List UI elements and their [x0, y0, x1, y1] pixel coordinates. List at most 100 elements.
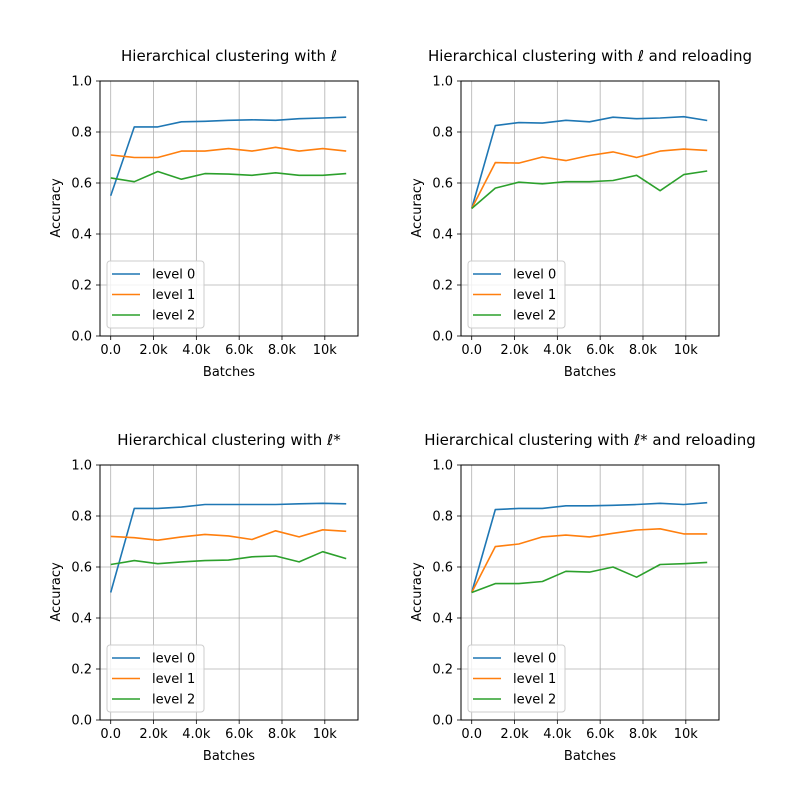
y-tick-label: 0.8	[71, 126, 92, 141]
y-tick-label: 0.0	[71, 714, 92, 729]
series-line-level-1	[470, 527, 708, 593]
subplot-title: Hierarchical clustering with ℓ	[121, 47, 337, 65]
series-line-level-2	[110, 550, 347, 566]
x-axis-label: Batches	[564, 365, 616, 380]
series-line-level-0	[470, 501, 708, 593]
series-line-level-2	[471, 561, 708, 594]
y-tick-label: 1.0	[432, 459, 453, 474]
subplot-top-right: Hierarchical clustering with ℓ and reloa…	[410, 47, 752, 380]
y-tick-label: 0.0	[432, 714, 453, 729]
legend-label: level 2	[152, 309, 195, 324]
x-tick-label: 6.0k	[225, 727, 254, 742]
x-tick-label: 6.0k	[586, 727, 615, 742]
legend-label: level 0	[152, 268, 195, 283]
legend: level 0 level 1 level 2	[106, 260, 205, 329]
legend-label: level 0	[152, 652, 195, 667]
x-tick-label: 2.0k	[500, 343, 529, 358]
legend-label: level 2	[152, 693, 195, 708]
subplot-title: Hierarchical clustering with ℓ* and relo…	[424, 431, 756, 449]
y-tick-label: 0.2	[71, 279, 92, 294]
axes-frame	[460, 80, 720, 337]
series-line-level-2	[471, 170, 708, 210]
y-tick-label: 0.0	[71, 330, 92, 345]
y-tick-label: 0.6	[71, 561, 92, 576]
x-tick-label: 0.0	[461, 727, 482, 742]
legend-label: level 1	[152, 288, 195, 303]
x-axis-label: Batches	[203, 749, 255, 764]
x-axis-label: Batches	[564, 749, 616, 764]
x-tick-label: 8.0k	[629, 343, 658, 358]
y-tick-label: 0.4	[432, 612, 453, 627]
x-tick-label: 8.0k	[629, 727, 658, 742]
y-tick-label: 1.0	[71, 459, 92, 474]
series-line-level-1	[470, 148, 708, 209]
legend: level 0 level 1 level 2	[467, 260, 566, 329]
x-tick-label: 10k	[313, 727, 338, 742]
series-line-level-1	[110, 146, 347, 159]
axes-frame	[99, 80, 359, 337]
x-tick-label: 10k	[313, 343, 338, 358]
x-tick-label: 4.0k	[182, 727, 211, 742]
legend: level 0 level 1 level 2	[106, 644, 205, 713]
x-tick-label: 4.0k	[543, 727, 572, 742]
legend-frame	[467, 644, 566, 713]
legend-frame	[106, 644, 205, 713]
subplot-top-left: Hierarchical clustering with ℓ Batches A…	[49, 47, 359, 380]
series-line-level-0	[109, 116, 347, 197]
y-axis-label: Accuracy	[49, 562, 64, 622]
x-tick-label: 6.0k	[225, 343, 254, 358]
y-axis-label: Accuracy	[410, 178, 425, 238]
legend-label: level 0	[513, 652, 556, 667]
y-tick-label: 0.2	[71, 663, 92, 678]
y-axis-label: Accuracy	[49, 178, 64, 238]
x-tick-label: 2.0k	[139, 727, 168, 742]
series-line-level-2	[110, 170, 347, 183]
y-tick-label: 0.4	[71, 612, 92, 627]
x-tick-label: 2.0k	[139, 343, 168, 358]
y-tick-label: 0.8	[71, 510, 92, 525]
y-tick-label: 0.0	[432, 330, 453, 345]
x-tick-label: 6.0k	[586, 343, 615, 358]
y-tick-label: 1.0	[432, 75, 453, 90]
y-tick-label: 0.6	[432, 561, 453, 576]
x-tick-label: 4.0k	[543, 343, 572, 358]
y-tick-label: 0.8	[432, 126, 453, 141]
x-tick-label: 2.0k	[500, 727, 529, 742]
x-tick-label: 0.0	[461, 343, 482, 358]
x-tick-label: 10k	[674, 727, 699, 742]
legend-label: level 1	[513, 288, 556, 303]
x-tick-label: 0.0	[100, 343, 121, 358]
y-tick-label: 0.4	[432, 228, 453, 243]
x-tick-label: 0.0	[100, 727, 121, 742]
legend-frame	[467, 260, 566, 329]
series-line-level-0	[470, 115, 708, 209]
series-line-level-0	[109, 502, 347, 593]
legend: level 0 level 1 level 2	[467, 644, 566, 713]
x-tick-label: 8.0k	[268, 727, 297, 742]
legend-frame	[106, 260, 205, 329]
subplot-title: Hierarchical clustering with ℓ*	[117, 431, 341, 449]
series-line-level-1	[110, 528, 347, 542]
x-axis-label: Batches	[203, 365, 255, 380]
subplot-bottom-right: Hierarchical clustering with ℓ* and relo…	[410, 431, 756, 764]
legend-label: level 1	[152, 672, 195, 687]
y-tick-label: 0.6	[71, 177, 92, 192]
legend-label: level 2	[513, 693, 556, 708]
y-tick-label: 0.4	[71, 228, 92, 243]
legend-label: level 0	[513, 268, 556, 283]
y-tick-label: 0.2	[432, 279, 453, 294]
y-tick-label: 0.2	[432, 663, 453, 678]
axes-frame	[460, 464, 720, 721]
x-tick-label: 8.0k	[268, 343, 297, 358]
x-tick-label: 4.0k	[182, 343, 211, 358]
axes-frame	[99, 464, 359, 721]
subplot-title: Hierarchical clustering with ℓ and reloa…	[428, 47, 752, 65]
y-tick-label: 0.6	[432, 177, 453, 192]
y-axis-label: Accuracy	[410, 562, 425, 622]
legend-label: level 2	[513, 309, 556, 324]
x-tick-label: 10k	[674, 343, 699, 358]
legend-label: level 1	[513, 672, 556, 687]
subplot-bottom-left: Hierarchical clustering with ℓ* Batches …	[49, 431, 359, 764]
y-tick-label: 1.0	[71, 75, 92, 90]
